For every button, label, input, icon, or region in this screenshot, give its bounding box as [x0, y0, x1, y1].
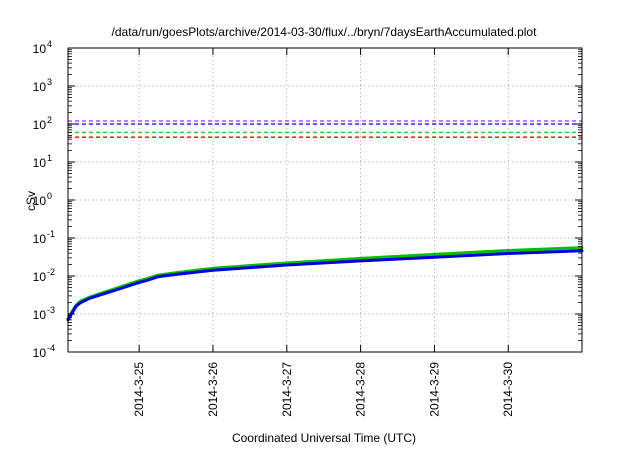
x-tick-label: 2014-3-27 — [280, 362, 294, 417]
x-axis-label: Coordinated Universal Time (UTC) — [232, 431, 416, 445]
series-lines — [66, 246, 584, 322]
chart-title: /data/run/goesPlots/archive/2014-03-30/f… — [112, 25, 538, 39]
y-tick-base: 10 — [33, 156, 47, 170]
x-tick-label: 2014-3-25 — [132, 362, 146, 417]
y-tick-base: 10 — [33, 308, 47, 322]
y-tick-base: 10 — [33, 80, 47, 94]
y-tick-base: 10 — [33, 270, 47, 284]
y-tick-exponent: -2 — [47, 267, 55, 277]
y-tick-exponent: 4 — [47, 39, 52, 49]
x-tick-label: 2014-3-28 — [354, 362, 368, 417]
y-tick-label: 10 — [33, 80, 47, 94]
y-tick-base: 10 — [33, 232, 47, 246]
y-tick-exponent: -4 — [47, 343, 55, 353]
y-tick-base: 10 — [33, 42, 47, 56]
series-line-1 — [66, 246, 584, 321]
x-tick-label: 2014-3-29 — [427, 362, 441, 417]
y-tick-exponent: -1 — [47, 229, 55, 239]
y-tick-label: 10 — [33, 42, 47, 56]
series-line-2 — [66, 249, 584, 322]
y-tick-label: 10 — [33, 118, 47, 132]
grid — [68, 48, 582, 352]
y-tick-exponent: -3 — [47, 305, 55, 315]
y-tick-label: 10 — [33, 346, 47, 360]
y-tick-exponent: 3 — [47, 77, 52, 87]
y-tick-label: 10 — [33, 308, 47, 322]
y-tick-label: 10 — [33, 270, 47, 284]
y-tick-label: 10 — [33, 232, 47, 246]
y-tick-base: 10 — [33, 346, 47, 360]
x-tick-label: 2014-3-30 — [501, 362, 515, 417]
y-tick-exponent: 2 — [47, 115, 52, 125]
y-tick-base: 10 — [33, 194, 47, 208]
threshold-lines — [68, 120, 582, 138]
x-tick-label: 2014-3-26 — [206, 362, 220, 417]
y-tick-label: 10 — [33, 156, 47, 170]
y-tick-label: 10 — [33, 194, 47, 208]
y-tick-base: 10 — [33, 118, 47, 132]
y-axis-label: cSv — [24, 191, 38, 211]
x-axis-ticks: 2014-3-25 2014-3-26 2014-3-27 2014-3-28 2014… — [132, 48, 515, 417]
y-tick-exponent: 0 — [47, 191, 52, 201]
y-tick-exponent: 1 — [47, 153, 52, 163]
